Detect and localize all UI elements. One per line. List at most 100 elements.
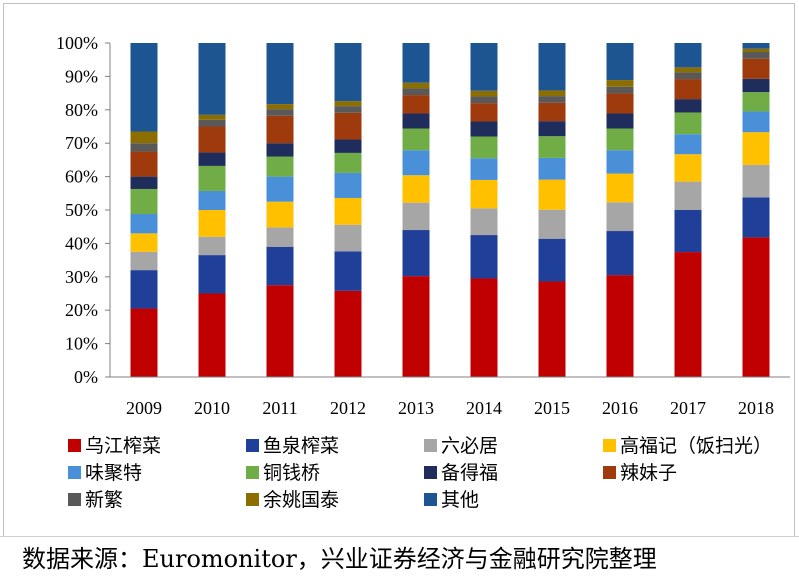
bar-segment-2013-10 xyxy=(402,43,430,83)
legend-swatch xyxy=(424,466,437,479)
bar-segment-2013-8 xyxy=(402,88,430,96)
legend-swatch xyxy=(246,493,259,506)
bar-segment-2015-0 xyxy=(538,281,566,377)
bar-segment-2015-7 xyxy=(538,102,566,122)
bar-segment-2014-7 xyxy=(470,103,498,122)
legend-swatch xyxy=(68,493,81,506)
bar-segment-2018-6 xyxy=(742,78,770,93)
x-tick-label: 2015 xyxy=(534,398,570,418)
bar-segment-2018-2 xyxy=(742,164,770,198)
bar-segment-2015-3 xyxy=(538,179,566,210)
bar-segment-2011-0 xyxy=(266,285,294,377)
bar-segment-2017-3 xyxy=(674,154,702,182)
x-tick-label: 2012 xyxy=(330,398,366,418)
bar-segment-2011-2 xyxy=(266,227,294,247)
legend-swatch xyxy=(424,439,437,452)
bar-segment-2015-10 xyxy=(538,43,566,91)
bar-segment-2016-0 xyxy=(606,275,634,377)
y-tick-label: 20% xyxy=(65,300,98,320)
legend-label: 余姚国泰 xyxy=(263,489,339,511)
bar-segment-2014-0 xyxy=(470,278,498,377)
bar-segment-2014-4 xyxy=(470,158,498,180)
bar-segment-2014-5 xyxy=(470,136,498,159)
bar-segment-2009-3 xyxy=(130,233,158,252)
bar-segment-2018-8 xyxy=(742,52,770,59)
bar-segment-2018-7 xyxy=(742,58,770,79)
bar-segment-2014-2 xyxy=(470,208,498,236)
bar-segment-2015-1 xyxy=(538,238,566,282)
legend-label: 铜钱桥 xyxy=(263,462,320,484)
legend-label: 新繁 xyxy=(85,489,123,511)
bar-segment-2009-7 xyxy=(130,151,158,177)
legend-swatch xyxy=(424,493,437,506)
bar-segment-2011-9 xyxy=(266,104,294,110)
bar-segment-2011-10 xyxy=(266,43,294,105)
x-tick-label: 2018 xyxy=(738,398,774,418)
legend-label: 其他 xyxy=(441,489,479,511)
bar-segment-2013-4 xyxy=(402,150,430,176)
bar-segment-2017-10 xyxy=(674,43,702,68)
bar-segment-2009-6 xyxy=(130,176,158,189)
bar-segment-2012-2 xyxy=(334,224,362,252)
bar-segment-2010-0 xyxy=(198,293,226,377)
bar-segment-2016-8 xyxy=(606,86,634,94)
bar-segment-2012-10 xyxy=(334,43,362,102)
bar-segment-2017-1 xyxy=(674,210,702,253)
bar-segment-2015-2 xyxy=(538,209,566,239)
bar-segment-2012-4 xyxy=(334,172,362,198)
x-axis: 2009 2010 2011 2012 2013 2014 2015 2016 2017 2018 xyxy=(126,398,774,418)
bar-segment-2015-5 xyxy=(538,136,566,158)
bar-segment-2011-1 xyxy=(266,246,294,286)
legend-swatch xyxy=(68,439,81,452)
x-tick-label: 2014 xyxy=(466,398,502,418)
y-tick-label: 40% xyxy=(65,233,98,253)
bar-segment-2016-1 xyxy=(606,231,634,276)
bar-segment-2016-10 xyxy=(606,43,634,81)
source-note: 数据来源：Euromonitor，兴业证券经济与金融研究院整理 xyxy=(0,536,799,581)
x-tick-label: 2016 xyxy=(602,398,638,418)
bar-segment-2010-7 xyxy=(198,126,226,153)
y-tick-label: 70% xyxy=(65,133,98,153)
y-tick-label: 0% xyxy=(74,367,98,387)
bar-segment-2011-8 xyxy=(266,109,294,116)
bar-segment-2017-9 xyxy=(674,67,702,73)
bar-segment-2015-9 xyxy=(538,90,566,97)
bar-segment-2009-10 xyxy=(130,43,158,132)
bar-segment-2015-4 xyxy=(538,157,566,180)
legend-swatch xyxy=(603,439,616,452)
x-tick-label: 2011 xyxy=(262,398,297,418)
legend-swatch xyxy=(68,466,81,479)
bars-group xyxy=(130,43,770,377)
bar-segment-2010-3 xyxy=(198,210,226,237)
bar-segment-2009-8 xyxy=(130,143,158,152)
bar-segment-2010-4 xyxy=(198,190,226,210)
y-tick-label: 60% xyxy=(65,167,98,187)
bar-segment-2009-2 xyxy=(130,251,158,271)
bar-segment-2010-8 xyxy=(198,119,226,127)
bar-segment-2011-4 xyxy=(266,176,294,202)
bar-segment-2013-0 xyxy=(402,276,430,377)
bar-segment-2009-0 xyxy=(130,308,158,377)
bar-segment-2012-3 xyxy=(334,197,362,225)
bar-segment-2018-5 xyxy=(742,92,770,112)
bar-segment-2012-0 xyxy=(334,290,362,377)
bar-segment-2014-8 xyxy=(470,96,498,104)
bar-segment-2012-1 xyxy=(334,251,362,291)
bar-segment-2012-8 xyxy=(334,106,362,113)
legend-label: 高福记（饭扫光） xyxy=(620,435,772,457)
bar-segment-2009-1 xyxy=(130,270,158,309)
bar-segment-2014-3 xyxy=(470,179,498,209)
bar-segment-2018-0 xyxy=(742,237,770,377)
bar-segment-2009-4 xyxy=(130,214,158,234)
bar-segment-2016-5 xyxy=(606,128,634,151)
bar-segment-2010-1 xyxy=(198,255,226,294)
bar-segment-2013-9 xyxy=(402,82,430,89)
bar-segment-2014-6 xyxy=(470,121,498,137)
legend-label: 鱼泉榨菜 xyxy=(263,435,339,457)
y-axis: 0% 10% 20% 30% 40% 50% 60% 70% 80% 90% 100% xyxy=(56,33,790,387)
bar-segment-2018-1 xyxy=(742,197,770,238)
bar-segment-2013-3 xyxy=(402,175,430,203)
bar-segment-2011-5 xyxy=(266,156,294,177)
bar-segment-2009-5 xyxy=(130,188,158,215)
y-tick-label: 50% xyxy=(65,200,98,220)
